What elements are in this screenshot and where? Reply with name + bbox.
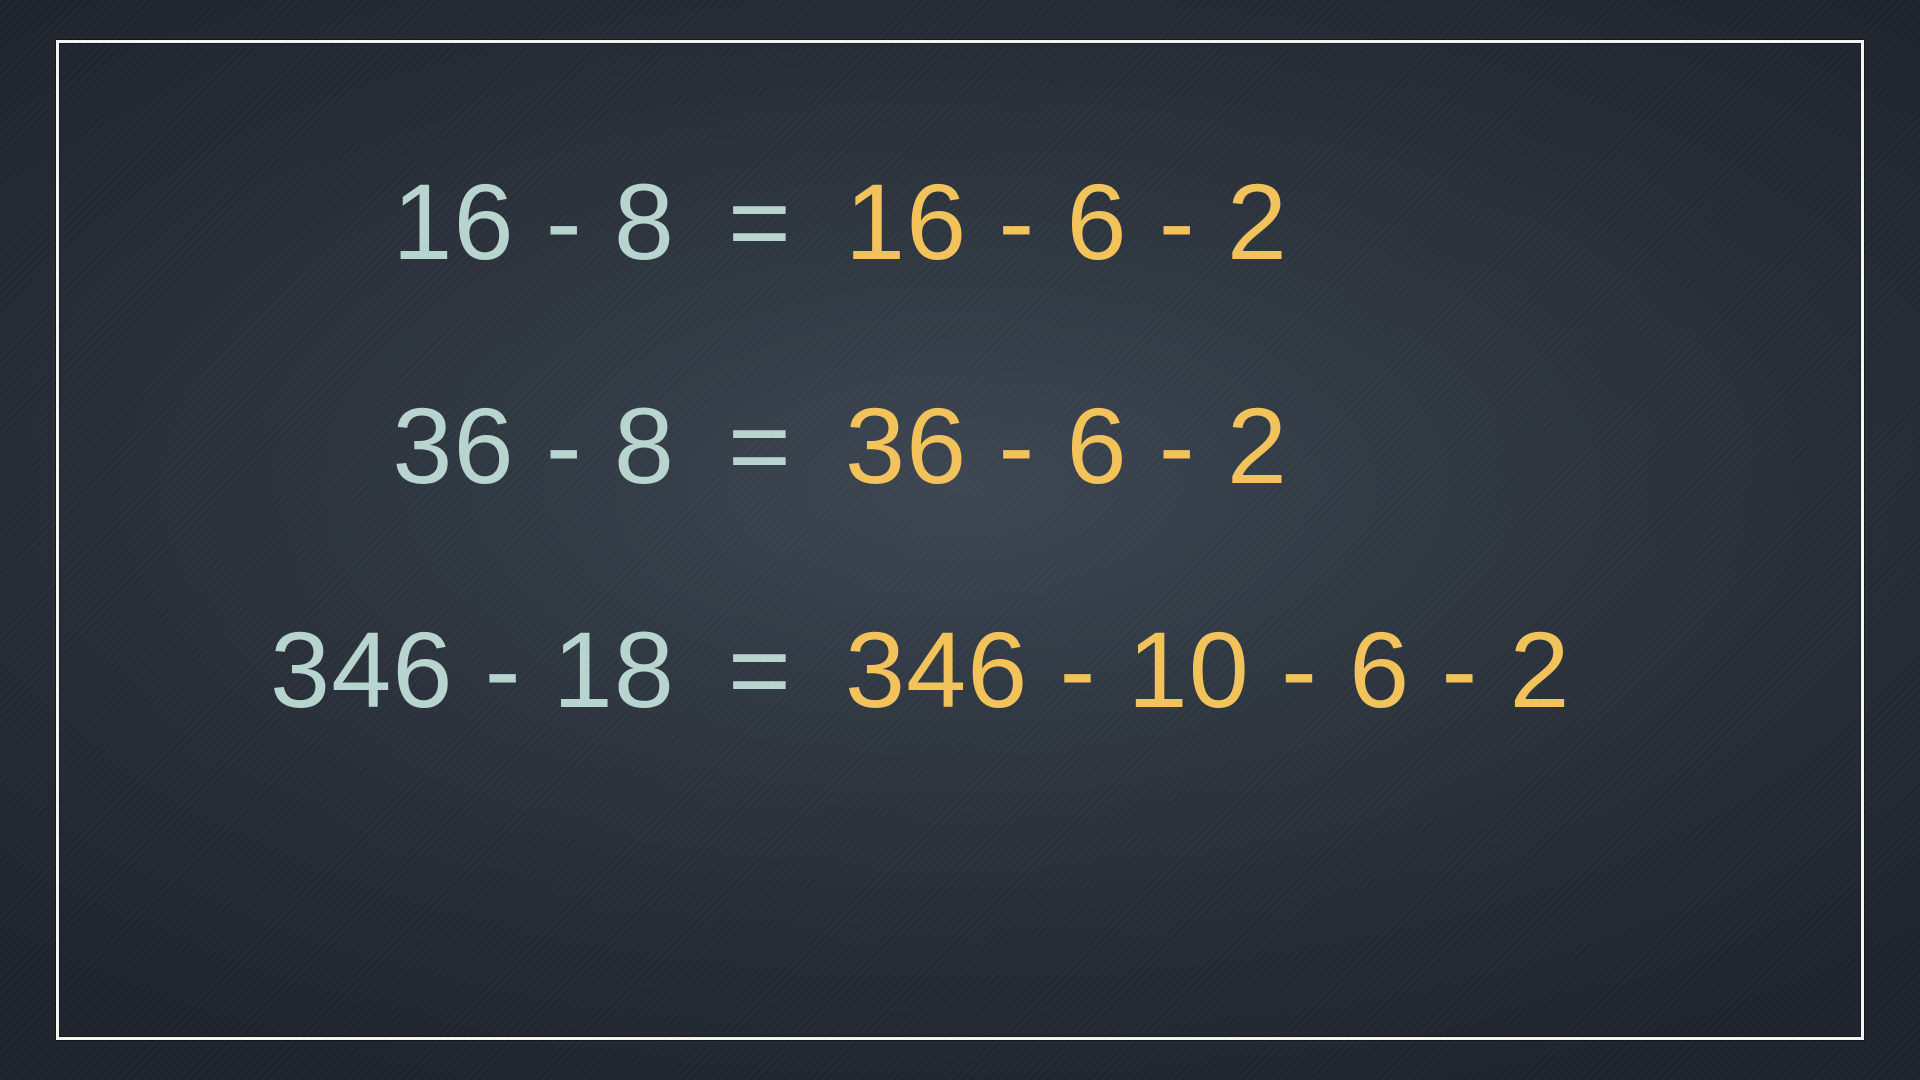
equation-row: 16 - 8 = 16 - 6 - 2: [0, 110, 1920, 334]
equals-sign: =: [675, 334, 845, 558]
slide: 16 - 8 = 16 - 6 - 2 36 - 8 = 36 - 6 - 2 …: [0, 0, 1920, 1080]
equation-row: 346 - 18 = 346 - 10 - 6 - 2: [0, 558, 1920, 782]
equation-right: 36 - 6 - 2: [845, 334, 1805, 558]
equation-right: 346 - 10 - 6 - 2: [845, 558, 1805, 782]
equals-sign: =: [675, 558, 845, 782]
equations-block: 16 - 8 = 16 - 6 - 2 36 - 8 = 36 - 6 - 2 …: [0, 110, 1920, 782]
equals-sign: =: [675, 110, 845, 334]
equation-left: 16 - 8: [115, 110, 675, 334]
equation-row: 36 - 8 = 36 - 6 - 2: [0, 334, 1920, 558]
equation-left: 346 - 18: [115, 558, 675, 782]
equation-left: 36 - 8: [115, 334, 675, 558]
equation-right: 16 - 6 - 2: [845, 110, 1805, 334]
